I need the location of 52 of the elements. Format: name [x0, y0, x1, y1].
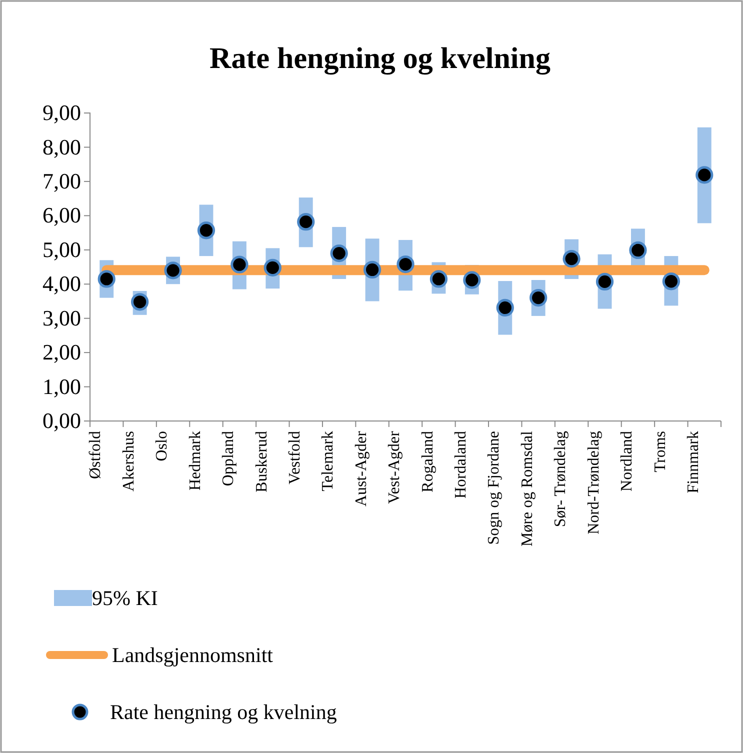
x-tick-label: Oppland: [220, 431, 238, 486]
x-tick-label: Finnmark: [684, 431, 702, 494]
x-tick-label: Vest-Agder: [386, 430, 404, 504]
point: [230, 256, 248, 274]
x-tick-label: Møre og Romsdal: [518, 430, 536, 547]
x-tick-label: Nord-Trøndelag: [585, 431, 602, 534]
point: [197, 222, 216, 240]
x-tick-label: Hordaland: [452, 431, 470, 499]
point: [130, 293, 149, 311]
x-tick-label: Sogn og Fjordane: [486, 431, 503, 545]
x-tick-label: Troms: [652, 431, 669, 472]
y-tick-label: 8,00: [42, 134, 81, 160]
point: [562, 250, 580, 268]
x-tick-label: Buskerud: [253, 431, 270, 492]
point: [297, 213, 315, 231]
y-tick-label: 6,00: [42, 202, 81, 228]
point: [463, 271, 481, 289]
y-tick-label: 7,00: [42, 168, 81, 194]
legend-label: Landsgjennomsnitt: [112, 643, 274, 667]
point: [530, 288, 548, 307]
point: [696, 166, 714, 184]
y-tick-label: 9,00: [42, 100, 81, 126]
y-tick-label: 3,00: [42, 305, 81, 330]
point: [264, 258, 282, 276]
y-tick-label: 5,00: [42, 236, 81, 262]
x-tick-label: Telemark: [320, 431, 337, 492]
x-tick-label: Østfold: [87, 431, 104, 479]
point: [596, 272, 614, 291]
y-tick-label: 2,00: [42, 340, 81, 365]
point: [164, 262, 182, 280]
x-tick-label: Hedmark: [186, 431, 204, 491]
point: [629, 241, 647, 260]
point: [98, 270, 116, 288]
point: [662, 272, 680, 290]
legend-label: 95% KI: [92, 586, 158, 610]
y-tick-label: 4,00: [42, 271, 81, 296]
y-tick-label: 1,00: [42, 374, 81, 399]
x-tick-label: Nordland: [618, 431, 636, 492]
point: [396, 255, 414, 274]
y-tick-label: 0,00: [42, 408, 81, 434]
x-tick-label: Vestfold: [286, 431, 304, 484]
x-tick-label: Aust-Agder: [352, 430, 370, 507]
point: [363, 260, 382, 279]
chart-title: Rate hengning og kvelning: [210, 42, 550, 75]
x-tick-label: Oslo: [154, 431, 171, 462]
x-tick-label: Sør- Trøndelag: [552, 431, 570, 528]
point: [330, 244, 348, 262]
point: [496, 298, 514, 317]
x-tick-label: Akershus: [120, 431, 138, 492]
legend-label: Rate hengning og kvelning: [110, 700, 338, 724]
point: [430, 270, 448, 288]
x-tick-label: Rogaland: [419, 431, 436, 492]
